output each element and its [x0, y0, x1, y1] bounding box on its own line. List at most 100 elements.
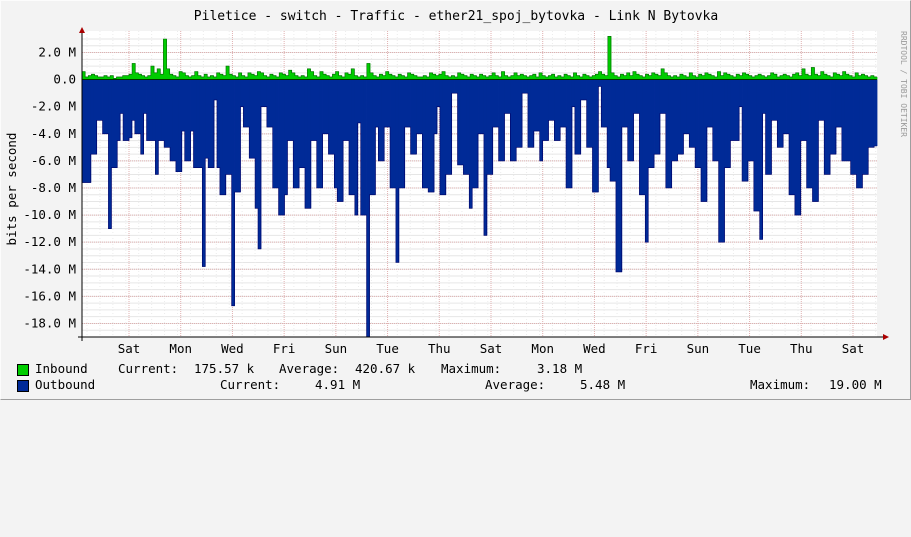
- inbound-bar: [451, 75, 455, 80]
- inbound-bar: [420, 76, 424, 80]
- inbound-bar: [861, 74, 865, 80]
- outbound-bar: [612, 79, 617, 182]
- inbound-bar: [564, 74, 568, 80]
- inbound-bar: [235, 76, 239, 80]
- inbound-bar: [754, 75, 759, 80]
- inbound-bar: [692, 75, 696, 80]
- outbound-bar: [821, 79, 825, 121]
- outbound-bar: [416, 79, 420, 134]
- inbound-bar: [620, 74, 624, 80]
- inbound-bar: [554, 76, 559, 80]
- inbound-bar: [517, 75, 521, 80]
- outbound-bar: [489, 79, 494, 175]
- outbound-bar: [730, 79, 734, 141]
- outbound-bar: [366, 79, 370, 337]
- inbound-bar: [254, 75, 258, 80]
- inbound-bar: [307, 68, 311, 80]
- y-tick-labels: 2.0 M 0.0 -2.0 M -4.0 M -6.0 M -8.0 M -10.0 M -…: [23, 45, 76, 331]
- inbound-bar: [733, 76, 737, 80]
- inbound-bar: [188, 76, 192, 80]
- outbound-bar: [164, 79, 168, 148]
- outbound-bar: [833, 79, 837, 155]
- inbound-bar: [216, 72, 221, 80]
- inbound-bar: [795, 72, 800, 80]
- inbound-bar: [413, 75, 418, 80]
- outbound-bar: [689, 79, 693, 148]
- outbound-bar: [674, 79, 678, 161]
- outbound-bar: [618, 79, 623, 272]
- inbound-bar: [589, 76, 593, 80]
- outbound-bar: [483, 79, 488, 236]
- inbound-bar: [636, 74, 640, 80]
- inbound-bar: [805, 74, 809, 80]
- outbound-bar: [624, 79, 629, 128]
- inbound-bar: [85, 76, 89, 80]
- outbound-bar: [472, 79, 476, 188]
- inbound-bar: [269, 74, 274, 80]
- inbound-bar: [686, 76, 690, 80]
- outbound-bar: [460, 79, 464, 165]
- outbound-bar: [601, 79, 605, 128]
- inbound-bar: [701, 75, 706, 80]
- outbound-bar: [120, 79, 124, 114]
- outbound-bar: [175, 79, 180, 172]
- outbound-bar: [568, 79, 573, 188]
- x-tick-label: Thu: [428, 341, 451, 356]
- outbound-bar: [128, 79, 133, 138]
- outbound-bar: [574, 79, 579, 155]
- inbound-bar: [132, 63, 136, 80]
- inbound-bar: [501, 71, 505, 80]
- series-layer: [82, 35, 878, 338]
- inbound-bar: [714, 76, 718, 80]
- outbound-bar: [871, 79, 875, 148]
- outbound-bar: [143, 79, 147, 114]
- outbound-bar: [554, 79, 558, 141]
- inbound-bar: [576, 75, 581, 80]
- inbound-bar: [291, 72, 296, 80]
- legend-row-outbound: Outbound Current: 4.91 M Average: 5.48 M…: [1, 377, 911, 393]
- outbound-bar: [636, 79, 640, 114]
- outbound-bar: [677, 79, 681, 155]
- inbound-bar: [454, 76, 458, 80]
- outbound-bar: [639, 79, 643, 195]
- outbound-bar: [410, 79, 414, 155]
- inbound-maximum-value: 3.18 M: [537, 361, 583, 376]
- inbound-bar: [529, 75, 534, 80]
- outbound-bar: [304, 79, 309, 209]
- outbound-bar: [533, 79, 538, 132]
- inbound-bar: [313, 75, 318, 80]
- y-tick-label: -16.0 M: [23, 288, 76, 303]
- inbound-bar: [219, 74, 224, 80]
- outbound-bar: [293, 79, 297, 188]
- inbound-bar: [726, 74, 731, 80]
- outbound-bar: [507, 79, 511, 114]
- outbound-bar: [246, 79, 250, 128]
- outbound-bar: [786, 79, 790, 134]
- outbound-bar: [466, 79, 470, 175]
- inbound-bar: [360, 75, 365, 80]
- outbound-bar: [551, 79, 555, 121]
- inbound-bar: [485, 76, 490, 80]
- outbound-bar: [583, 79, 587, 100]
- inbound-bar: [470, 74, 474, 80]
- inbound-bar: [141, 75, 145, 80]
- inbound-bar: [792, 74, 797, 80]
- outbound-bar: [211, 79, 215, 168]
- inbound-bar: [560, 76, 565, 80]
- inbound-bar: [532, 74, 537, 80]
- inbound-bar: [404, 76, 408, 80]
- inbound-bar: [839, 75, 843, 80]
- x-tick-label: Wed: [221, 341, 244, 356]
- outbound-bar: [721, 79, 725, 243]
- outbound-bar: [774, 79, 778, 121]
- inbound-bar: [751, 76, 756, 80]
- y-tick-label: 2.0 M: [38, 45, 76, 60]
- outbound-bar: [627, 79, 631, 161]
- x-tick-label: Fri: [273, 341, 296, 356]
- outbound-bar: [146, 79, 150, 141]
- outbound-bar: [149, 79, 153, 141]
- y-tick-label: -14.0 M: [23, 261, 76, 276]
- outbound-bar: [724, 79, 728, 168]
- outbound-bar: [219, 79, 224, 195]
- inbound-bar: [855, 72, 859, 80]
